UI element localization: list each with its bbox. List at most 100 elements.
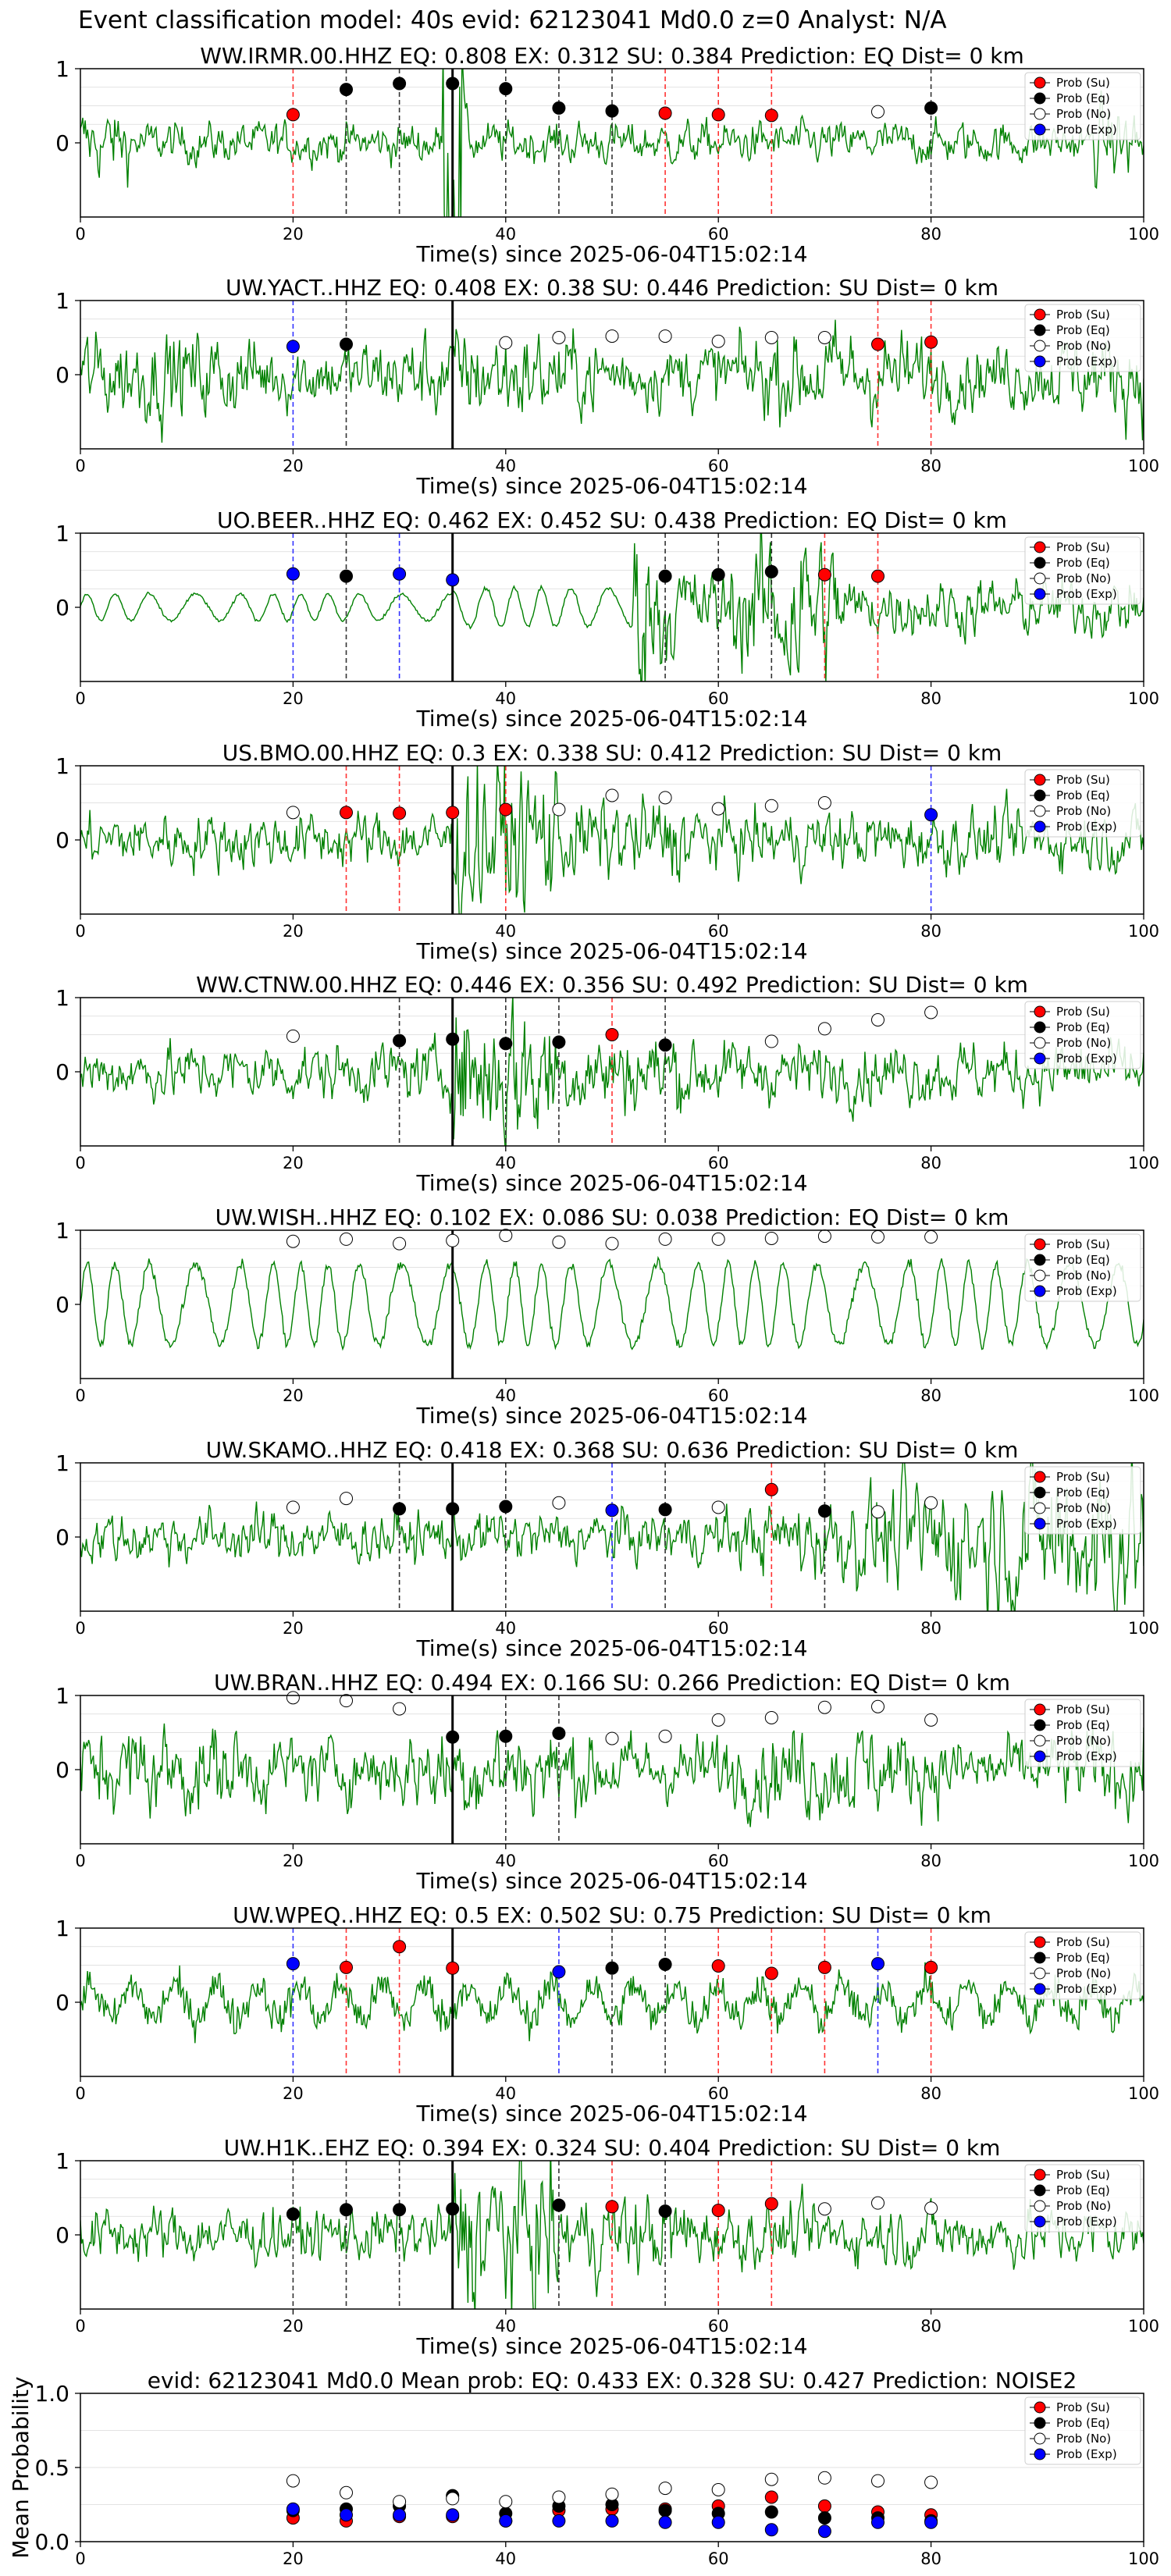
prob-marker-eq: [552, 101, 566, 115]
waveform-trace: [80, 766, 1144, 914]
prob-marker-su: [924, 1960, 938, 1974]
mean-probability-panel: 0.0 0.5 1.0 0 20 40 60 80 100 evid: 62123041 Md0.…: [8, 2368, 1159, 2568]
waveform-trace: [80, 319, 1144, 443]
x-tick-label: 20: [283, 2549, 304, 2568]
prob-marker-eq: [446, 76, 460, 91]
legend-label-exp: Prob (Exp): [1056, 2447, 1117, 2461]
panel-title: US.BMO.00.HHZ EQ: 0.3 EX: 0.338 SU: 0.41…: [222, 740, 1002, 766]
prob-marker-eq: [446, 1032, 460, 1046]
legend-label-su: Prob (Su): [1056, 1470, 1110, 1484]
legend-label-exp: Prob (Exp): [1056, 1051, 1117, 1066]
legend-marker-no: [1034, 340, 1046, 352]
x-tick-label: 60: [708, 1386, 729, 1405]
legend-marker-su: [1034, 1005, 1046, 1018]
prob-marker-no: [499, 336, 513, 350]
legend-label-exp: Prob (Exp): [1056, 1749, 1117, 1763]
legend-box: [1024, 536, 1141, 605]
prob-marker-no: [552, 1496, 566, 1510]
y-tick-label: 1: [55, 1683, 69, 1709]
prob-marker-no: [711, 1500, 725, 1514]
mean-marker-no: [446, 2492, 460, 2506]
legend-marker-eq: [1034, 2417, 1046, 2429]
legend-marker-no: [1034, 805, 1046, 817]
prob-marker-no: [711, 1232, 725, 1246]
mean-marker-exp: [764, 2523, 778, 2537]
prob-marker-no: [817, 1700, 831, 1714]
mean-marker-exp: [711, 2515, 725, 2529]
legend-label-su: Prob (Su): [1056, 1703, 1110, 1717]
legend-marker-eq: [1034, 1254, 1046, 1266]
legend-box: [1024, 2164, 1141, 2233]
x-tick-label: 20: [283, 1386, 304, 1405]
y-tick-label: 1: [55, 56, 69, 82]
prob-marker-eq: [340, 337, 353, 351]
x-tick-label: 100: [1128, 2084, 1159, 2103]
x-tick-label: 20: [283, 225, 304, 244]
y-tick-label: 0: [55, 1757, 69, 1783]
legend-marker-no: [1034, 1735, 1046, 1747]
x-axis-label: Time(s) since 2025-06-04T15:02:14: [415, 1635, 807, 1661]
x-axis-label: Time(s) since 2025-06-04T15:02:14: [415, 473, 807, 499]
x-axis-label: Time(s) since 2025-06-04T15:02:14: [415, 1170, 807, 1196]
prob-marker-su: [499, 802, 513, 817]
prob-marker-eq: [340, 2203, 353, 2217]
prob-marker-no: [286, 1691, 300, 1705]
legend-label-eq: Prob (Eq): [1056, 2183, 1110, 2197]
legend-marker-eq: [1034, 2184, 1046, 2197]
panel-title: UW.YACT..HHZ EQ: 0.408 EX: 0.38 SU: 0.44…: [226, 275, 998, 301]
prob-marker-no: [552, 802, 566, 817]
mean-marker-no: [393, 2495, 407, 2509]
panel-title: UW.SKAMO..HHZ EQ: 0.418 EX: 0.368 SU: 0.…: [206, 1437, 1019, 1463]
mean-marker-eq: [764, 2505, 778, 2519]
x-tick-label: 0: [75, 1619, 85, 1638]
prob-marker-no: [340, 1232, 353, 1246]
prob-marker-su: [764, 1966, 778, 1980]
prob-marker-eq: [499, 1037, 513, 1051]
prob-marker-no: [817, 2202, 831, 2216]
x-tick-label: 20: [283, 1852, 304, 1870]
mean-marker-no: [552, 2490, 566, 2504]
x-tick-label: 100: [1128, 689, 1159, 708]
x-tick-label: 80: [920, 1619, 941, 1638]
x-tick-label: 0: [75, 922, 85, 941]
x-tick-label: 80: [920, 2084, 941, 2103]
mean-marker-eq: [817, 2511, 831, 2525]
mean-marker-no: [817, 2471, 831, 2485]
figure-suptitle: Event classification model: 40s evid: 62…: [78, 6, 947, 34]
x-tick-label: 20: [283, 2317, 304, 2336]
prob-marker-eq: [499, 1729, 513, 1743]
mean-marker-exp: [499, 2514, 513, 2528]
x-tick-label: 0: [75, 1154, 85, 1172]
x-tick-label: 20: [283, 689, 304, 708]
mean-marker-exp: [924, 2515, 938, 2529]
prob-marker-no: [711, 802, 725, 816]
prob-marker-su: [817, 568, 831, 582]
legend-marker-eq: [1034, 557, 1046, 569]
prob-marker-no: [817, 1022, 831, 1036]
legend-box: [1024, 304, 1141, 372]
x-tick-label: 100: [1128, 2549, 1159, 2568]
mean-marker-no: [924, 2475, 938, 2489]
x-tick-label: 0: [75, 2549, 85, 2568]
legend-box: [1024, 1466, 1141, 1535]
x-tick-label: 40: [495, 2317, 516, 2336]
prob-marker-eq: [393, 1502, 407, 1516]
y-tick-label: 0: [55, 2222, 69, 2248]
x-tick-label: 60: [708, 1619, 729, 1638]
prob-marker-exp: [286, 567, 300, 581]
legend-marker-su: [1034, 1703, 1046, 1716]
x-tick-label: 0: [75, 2084, 85, 2103]
x-tick-label: 80: [920, 225, 941, 244]
legend-label-no: Prob (No): [1056, 1734, 1111, 1748]
y-tick-label: 0: [55, 827, 69, 853]
x-tick-label: 0: [75, 225, 85, 244]
mean-marker-su: [817, 2499, 831, 2513]
x-tick-label: 0: [75, 457, 85, 475]
x-tick-label: 100: [1128, 922, 1159, 941]
prob-marker-eq: [764, 564, 778, 578]
prob-marker-su: [711, 2204, 725, 2218]
panel-title: UW.WPEQ..HHZ EQ: 0.5 EX: 0.502 SU: 0.75 …: [233, 1902, 991, 1928]
y-tick-label: 0: [55, 130, 69, 156]
